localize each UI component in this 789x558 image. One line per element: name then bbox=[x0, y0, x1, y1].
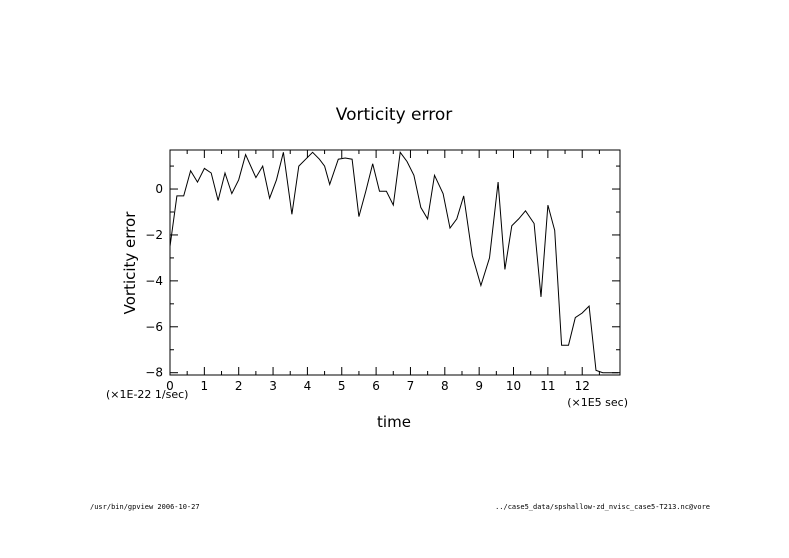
x-tick-label: 1 bbox=[201, 379, 209, 393]
y-tick-label: −4 bbox=[145, 274, 163, 288]
x-tick-label: 3 bbox=[269, 379, 277, 393]
x-tick-label: 2 bbox=[235, 379, 243, 393]
x-axis-label: time bbox=[377, 413, 411, 431]
y-tick-label: 0 bbox=[155, 182, 163, 196]
x-tick-label: 8 bbox=[441, 379, 449, 393]
x-tick-label: 7 bbox=[407, 379, 415, 393]
x-tick-label: 9 bbox=[475, 379, 483, 393]
x-tick-label: 6 bbox=[372, 379, 380, 393]
y-tick-label: −2 bbox=[145, 228, 163, 242]
footer-left: /usr/bin/gpview 2006-10-27 bbox=[90, 503, 200, 511]
x-unit-label: (×1E5 sec) bbox=[567, 396, 628, 409]
x-axis: 0 1 2 3 4 5 6 7 8 9 10 11 12 bbox=[166, 150, 600, 393]
chart-title: Vorticity error bbox=[336, 105, 452, 125]
y-tick-label: −8 bbox=[145, 366, 163, 380]
y-axis-label: Vorticity error bbox=[121, 211, 139, 315]
x-tick-label: 5 bbox=[338, 379, 346, 393]
x-tick-label: 4 bbox=[304, 379, 312, 393]
y-unit-label: (×1E-22 1/sec) bbox=[106, 388, 188, 401]
x-tick-label: 10 bbox=[506, 379, 521, 393]
x-tick-label: 12 bbox=[575, 379, 590, 393]
x-tick-label: 0 bbox=[166, 379, 174, 393]
x-tick-label: 11 bbox=[540, 379, 555, 393]
plot-frame bbox=[169, 149, 621, 376]
y-tick-label: −6 bbox=[145, 320, 163, 334]
footer-right: ../case5_data/spshallow-zd_nvisc_case5-T… bbox=[495, 503, 710, 511]
y-axis: 0 −2 −4 −6 −8 bbox=[145, 165, 620, 380]
series-line bbox=[169, 151, 619, 374]
